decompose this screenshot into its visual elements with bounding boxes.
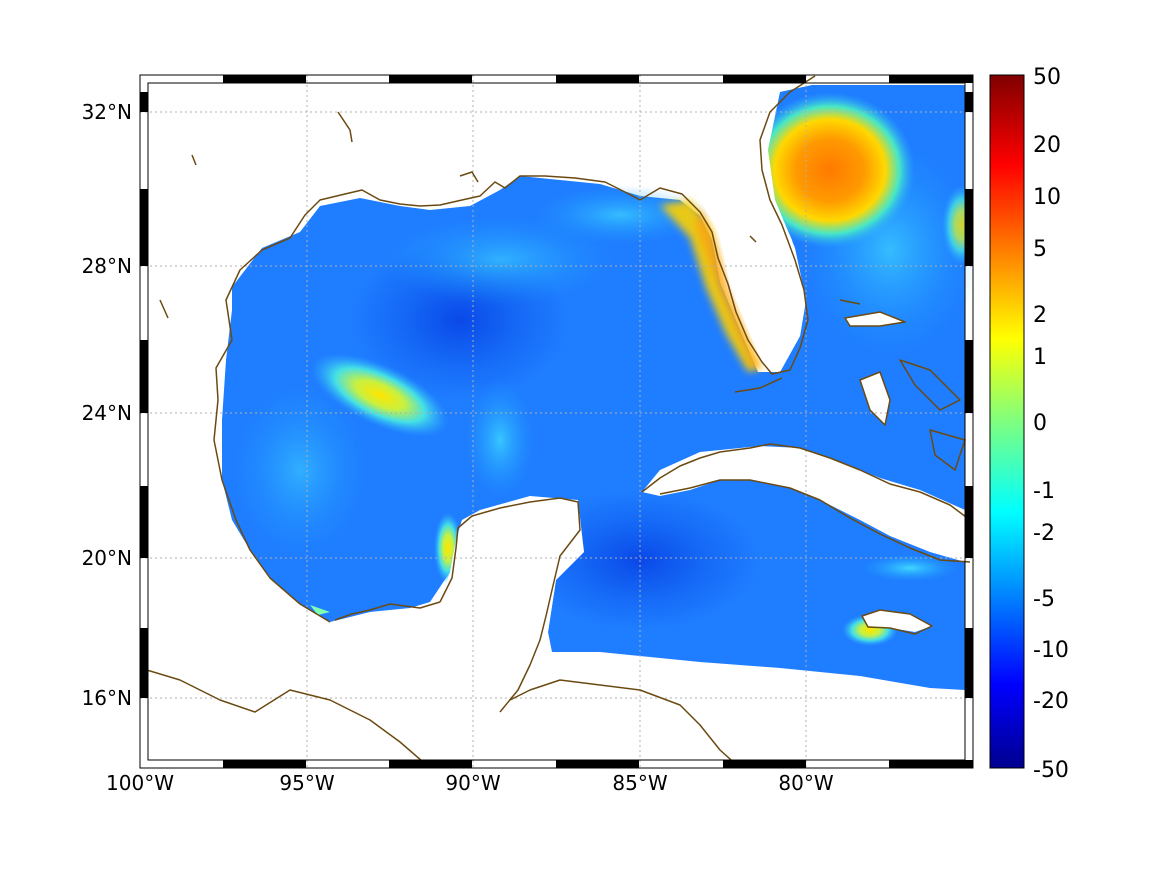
colorbar-label: -10 (1033, 638, 1069, 663)
lon-label: 95°W (279, 771, 334, 795)
coastlines (140, 75, 971, 768)
lat-label: 16°N (82, 686, 132, 710)
map-area (140, 75, 973, 768)
colorbar-label: -1 (1033, 479, 1055, 504)
colorbar-label: 5 (1033, 237, 1047, 262)
cuba-coast (641, 443, 971, 563)
colorbar-labels: 50 20 10 5 2 1 0 -1 -2 -5 -10 -20 -50 (1033, 65, 1069, 783)
colorbar-label: -50 (1033, 758, 1069, 783)
colorbar: 50 20 10 5 2 1 0 -1 -2 -5 -10 -20 -50 (989, 65, 1069, 783)
central-america-land (140, 668, 480, 768)
anomaly-features (230, 92, 973, 646)
colorbar-label: 10 (1033, 185, 1061, 210)
yucatan-peninsula (440, 500, 584, 660)
lat-label: 28°N (82, 254, 132, 278)
islands (159, 111, 861, 319)
yucatan-coast (334, 497, 581, 713)
lon-label: 85°W (612, 771, 667, 795)
colorbar-label: -2 (1033, 521, 1055, 546)
keys-coast (734, 377, 783, 393)
lat-label: 20°N (82, 546, 132, 570)
jamaica (862, 610, 932, 632)
colorbar-gradient (989, 74, 1025, 769)
central-america-coast (140, 667, 741, 768)
land (140, 92, 965, 768)
colorbar-label: -20 (1033, 689, 1069, 714)
bahamas-coast (844, 311, 966, 471)
florida-peninsula (700, 92, 806, 372)
lon-label: 100°W (106, 771, 174, 795)
longitude-labels: 100°W 95°W 90°W 85°W 80°W (106, 771, 834, 795)
colorbar-label: 0 (1033, 411, 1047, 436)
gulf-coast (213, 75, 816, 623)
jamaica-coast (861, 609, 933, 635)
cuba (642, 446, 965, 562)
bahamas-andros (860, 372, 890, 425)
lon-label: 80°W (778, 771, 833, 795)
colorbar-label: -5 (1033, 587, 1055, 612)
lat-label: 32°N (82, 100, 132, 124)
map-frame (139, 74, 974, 769)
lon-label: 90°W (445, 771, 500, 795)
gridlines (140, 75, 973, 768)
colorbar-label: 20 (1033, 133, 1061, 158)
colorbar-label: 2 (1033, 303, 1047, 328)
colorbar-label: 1 (1033, 345, 1047, 370)
colorbar-label: 50 (1033, 65, 1061, 90)
latitude-labels: 32°N 28°N 24°N 20°N 16°N (82, 100, 132, 710)
lat-label: 24°N (82, 401, 132, 425)
